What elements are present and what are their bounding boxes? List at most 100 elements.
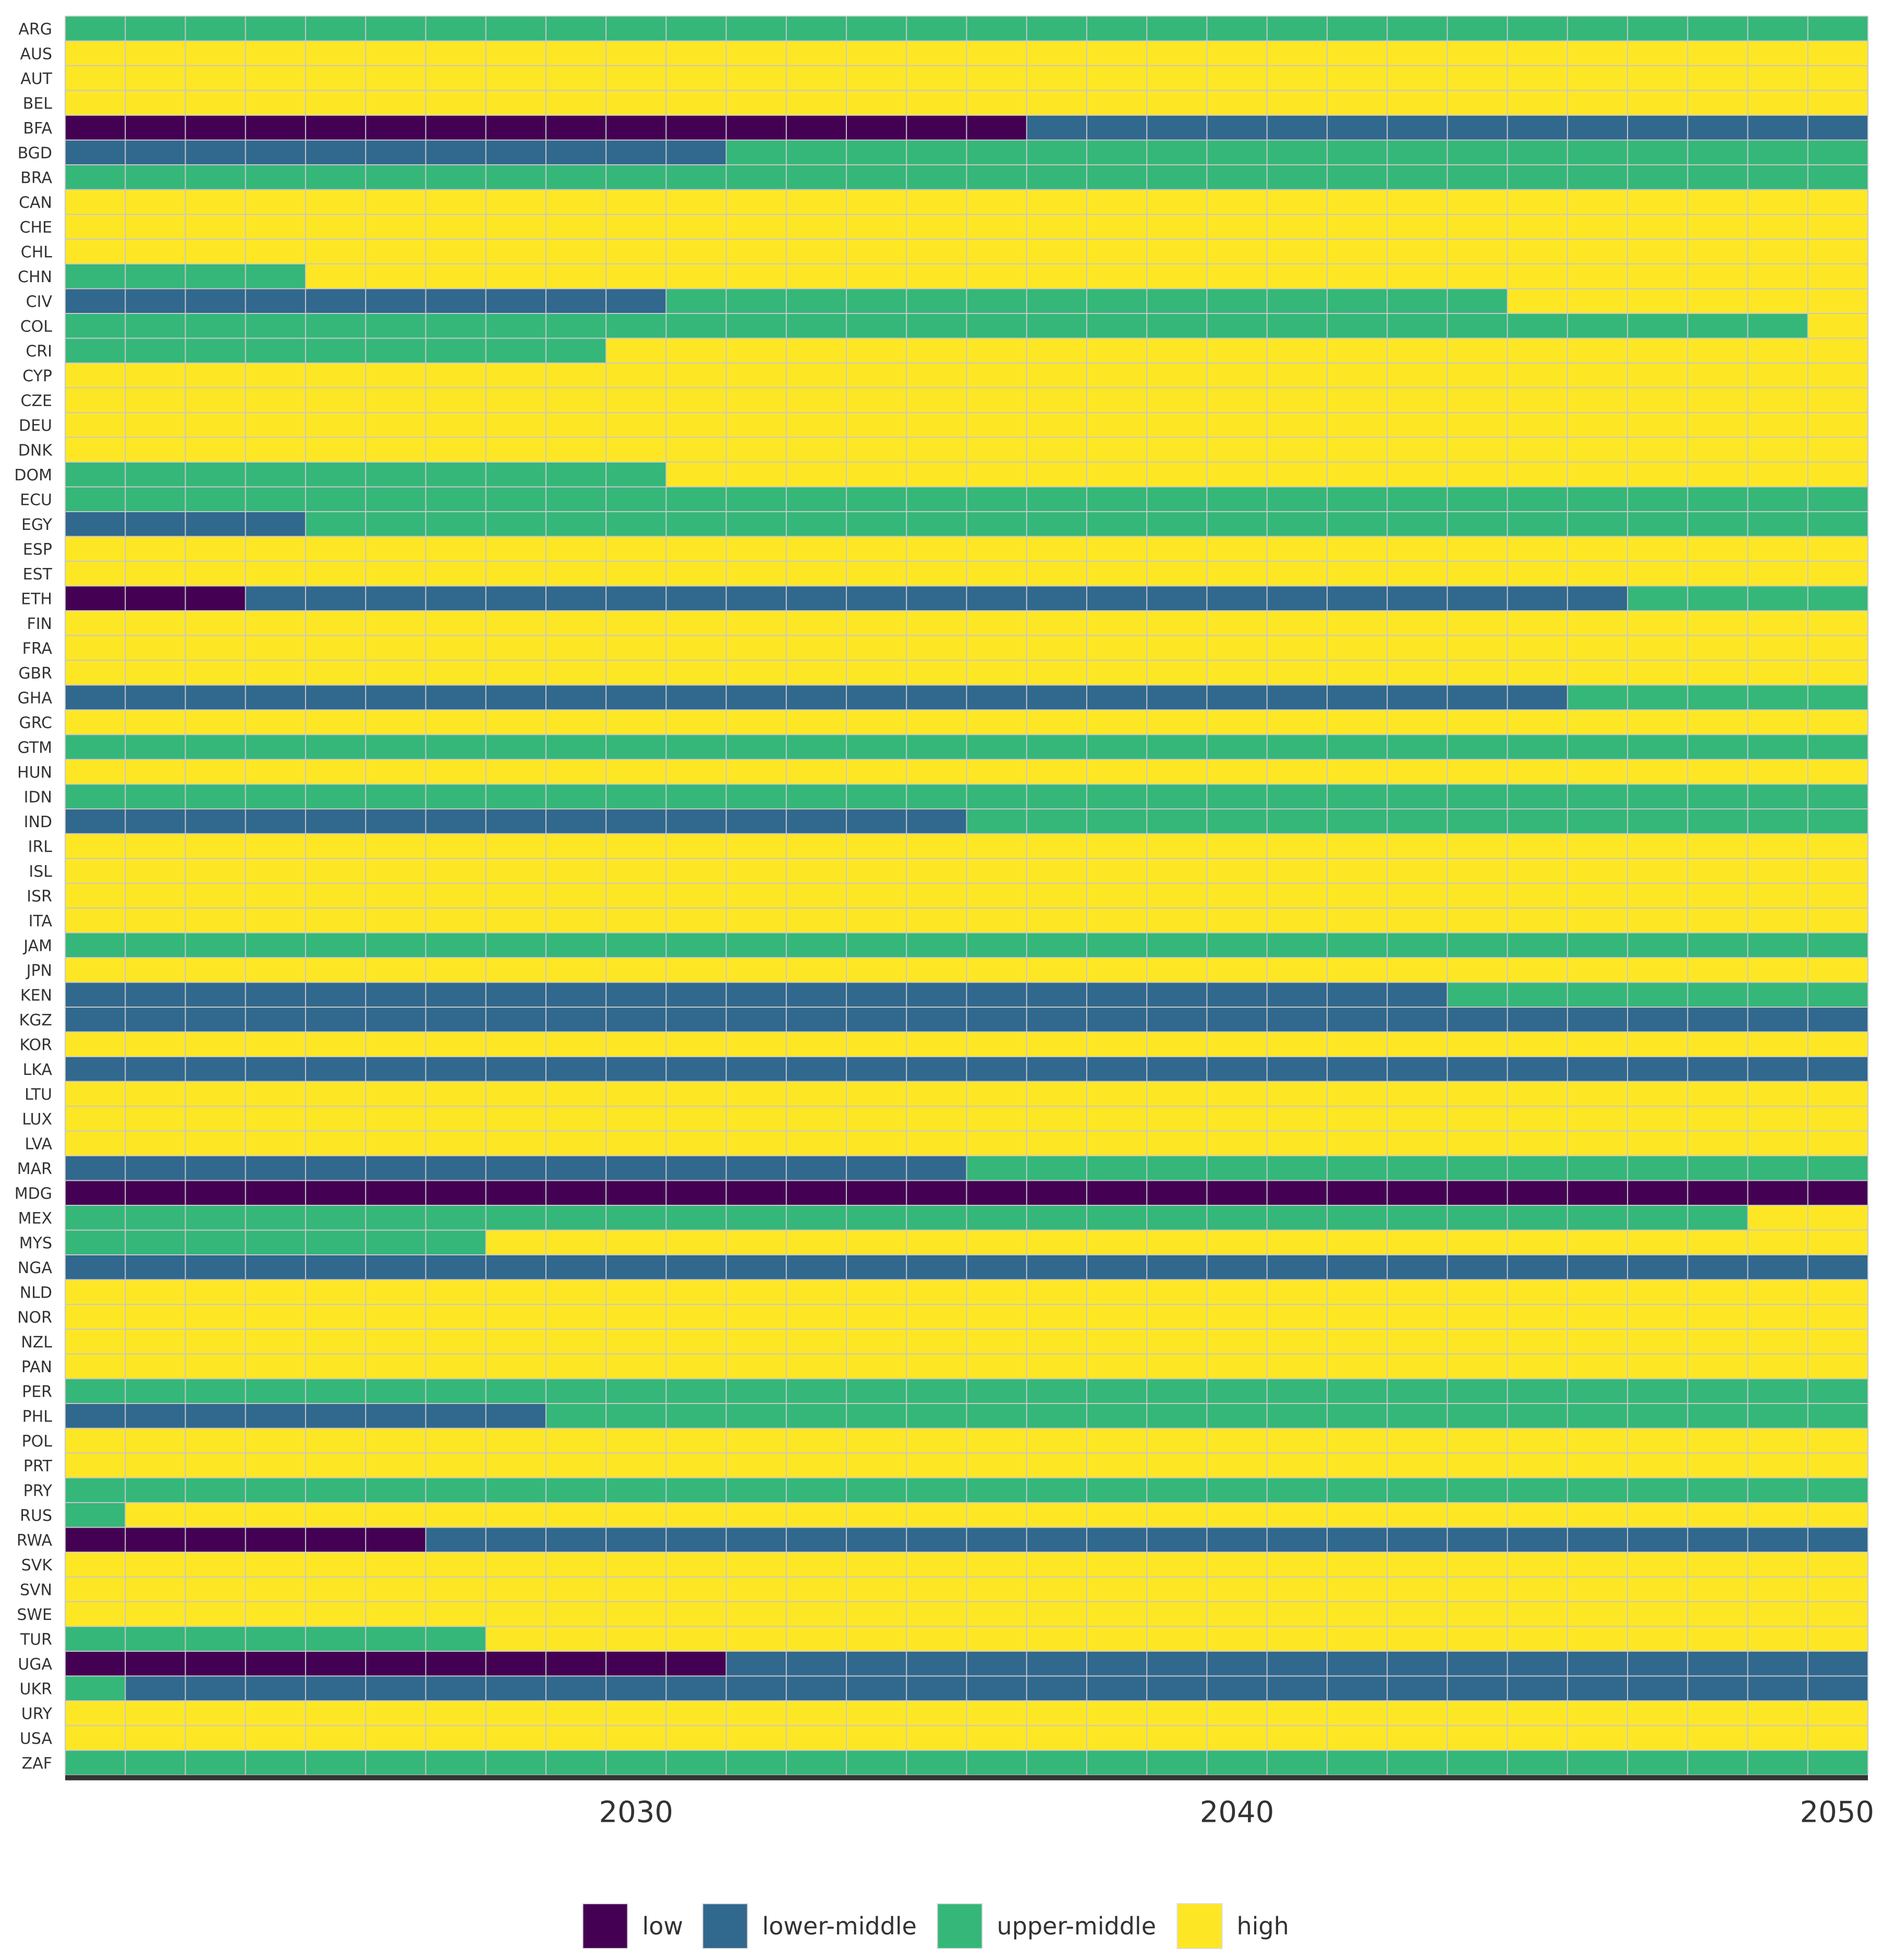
row-label-svn: SVN (20, 1581, 52, 1599)
row-label-esp: ESP (23, 540, 52, 559)
row-label-pan: PAN (21, 1358, 52, 1376)
cell-mar-2036-2050 (966, 1156, 1868, 1181)
row-label-lux: LUX (22, 1110, 52, 1129)
row-label-lva: LVA (25, 1135, 52, 1153)
row-label-nzl: NZL (21, 1333, 52, 1351)
row-label-grc: GRC (19, 714, 52, 732)
row-label-fin: FIN (27, 615, 52, 633)
row-label-irl: IRL (28, 838, 53, 856)
cell-bgd-2021-2031 (65, 140, 726, 165)
row-label-jam: JAM (22, 937, 52, 955)
legend-swatch-lower-middle (702, 1903, 748, 1949)
legend-swatch-high (1176, 1903, 1223, 1949)
cell-gha-2046-2050 (1567, 685, 1868, 710)
row-label-mdg: MDG (15, 1184, 52, 1203)
cell-uga-2021-2031 (65, 1651, 726, 1676)
row-label-rwa: RWA (17, 1531, 53, 1550)
legend-label-upper-middle: upper-middle (997, 1912, 1157, 1940)
row-label-usa: USA (20, 1729, 53, 1748)
row-label-gha: GHA (18, 689, 53, 707)
row-label-ltu: LTU (25, 1085, 52, 1104)
row-label-ecu: ECU (20, 491, 52, 509)
row-label-nor: NOR (17, 1309, 52, 1327)
row-label-chl: CHL (21, 243, 53, 261)
row-label-pry: PRY (23, 1482, 53, 1500)
row-label-mys: MYS (19, 1234, 52, 1252)
row-label-bra: BRA (20, 169, 52, 187)
row-label-nld: NLD (20, 1284, 52, 1302)
cell-ken-2021-2043 (65, 982, 1448, 1007)
row-label-mex: MEX (18, 1209, 52, 1228)
row-label-bfa: BFA (23, 119, 52, 138)
cell-ukr-2021-2021 (65, 1676, 126, 1701)
row-label-col: COL (20, 318, 53, 336)
row-label-eth: ETH (21, 590, 52, 608)
legend-swatch-upper-middle (937, 1903, 983, 1949)
row-label-hun: HUN (17, 764, 52, 782)
x-tick-2040: 2040 (1200, 1796, 1274, 1830)
row-label-aus: AUS (20, 45, 52, 63)
row-label-prt: PRT (23, 1457, 53, 1475)
row-label-lka: LKA (23, 1061, 53, 1079)
row-label-ita: ITA (29, 912, 53, 930)
row-label-isl: ISL (29, 863, 52, 881)
row-label-kgz: KGZ (19, 1011, 52, 1030)
row-label-gbr: GBR (18, 664, 52, 683)
row-label-zaf: ZAF (22, 1755, 52, 1773)
row-label-ukr: UKR (20, 1680, 52, 1698)
row-label-ind: IND (24, 813, 52, 831)
cell-cri-2021-2029 (65, 338, 606, 363)
cell-ind-2021-2035 (65, 809, 967, 834)
cell-ken-2044-2050 (1447, 982, 1868, 1007)
cell-col-2050-2050 (1807, 313, 1868, 338)
row-label-tur: TUR (20, 1630, 52, 1649)
cell-gha-2021-2045 (65, 685, 1568, 710)
row-label-fra: FRA (22, 639, 53, 658)
legend-swatch-low (582, 1903, 628, 1949)
row-label-idn: IDN (24, 788, 52, 806)
row-label-bgd: BGD (18, 144, 52, 162)
row-label-dnk: DNK (18, 441, 53, 459)
row-label-che: CHE (20, 219, 52, 237)
row-label-svk: SVK (21, 1556, 53, 1575)
cell-mys-2021-2027 (65, 1230, 486, 1255)
legend-label-lower-middle: lower-middle (762, 1912, 917, 1940)
row-label-per: PER (22, 1383, 52, 1401)
cell-tur-2028-2050 (485, 1626, 1868, 1651)
row-label-jpn: JPN (26, 962, 52, 980)
row-label-kor: KOR (20, 1036, 53, 1054)
x-axis-line (65, 1775, 1868, 1781)
cell-mys-2028-2050 (485, 1230, 1868, 1255)
row-label-cri: CRI (26, 342, 52, 360)
row-label-bel: BEL (23, 94, 53, 113)
row-label-dom: DOM (14, 466, 52, 485)
cell-mar-2021-2035 (65, 1156, 967, 1181)
row-label-gtm: GTM (18, 739, 52, 757)
row-label-swe: SWE (17, 1606, 52, 1624)
row-label-pol: POL (22, 1432, 53, 1450)
row-label-isr: ISR (27, 887, 52, 905)
heatmap-gridlines (65, 16, 1868, 1776)
cell-bgd-2032-2050 (726, 140, 1868, 165)
row-label-civ: CIV (26, 293, 53, 311)
cell-eth-2021-2023 (65, 586, 246, 611)
row-label-cze: CZE (21, 392, 52, 410)
row-label-deu: DEU (19, 417, 52, 435)
year-axis: 2030 2040 2050 (65, 1775, 1874, 1830)
cell-rus-2021-2021 (65, 1503, 126, 1528)
row-label-rus: RUS (20, 1507, 52, 1525)
row-label-egy: EGY (21, 516, 53, 534)
legend-label-low: low (642, 1912, 684, 1940)
row-label-uga: UGA (18, 1655, 52, 1674)
x-tick-2050: 2050 (1800, 1796, 1874, 1830)
cell-eth-2024-2046 (245, 586, 1628, 611)
cell-col-2021-2049 (65, 313, 1808, 338)
legend: low lower-middle upper-middle high (582, 1903, 1289, 1949)
row-label-aut: AUT (20, 70, 52, 88)
cell-uga-2032-2050 (726, 1651, 1868, 1676)
row-label-can: CAN (19, 193, 52, 212)
cell-rus-2022-2050 (125, 1503, 1868, 1528)
cell-cri-2030-2050 (606, 338, 1868, 363)
row-label-est: EST (23, 565, 53, 584)
